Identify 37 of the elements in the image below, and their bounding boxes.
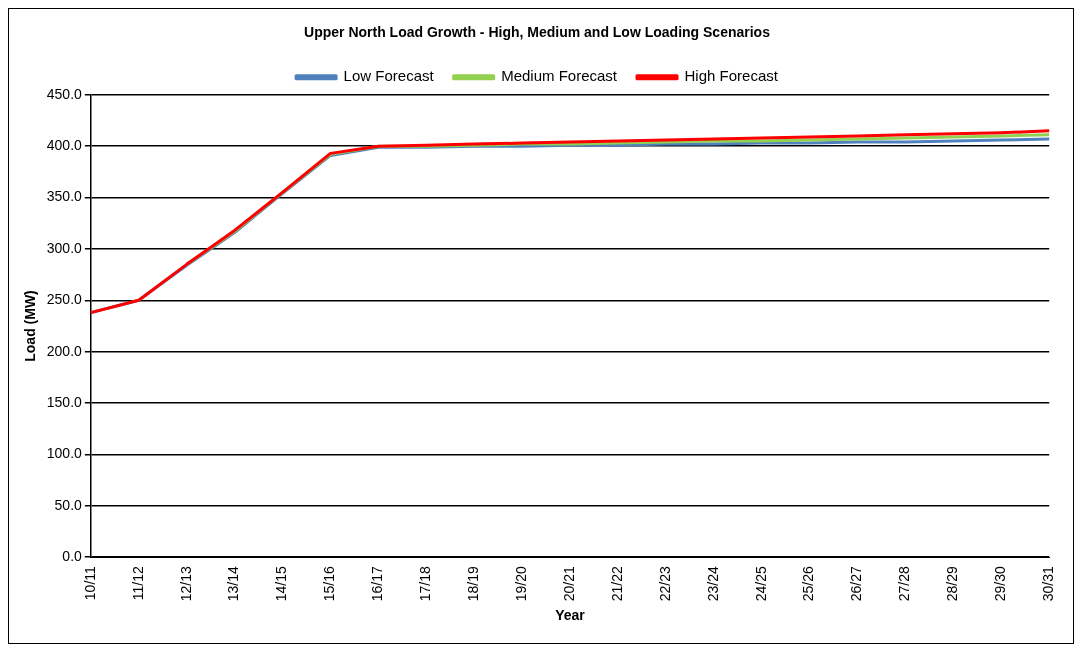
x-tick-label: 17/18 (417, 565, 434, 602)
y-tick-label: 150.0 (46, 393, 83, 410)
chart-title: Upper North Load Growth - High, Medium and Low Loading Scenarios (304, 24, 771, 41)
y-tick-label: 300.0 (46, 239, 83, 256)
x-tick-label: 19/20 (512, 565, 529, 602)
x-tick-label: 23/24 (704, 565, 721, 602)
x-tick-label: 21/22 (608, 565, 625, 602)
legend-label: Medium Forecast (501, 67, 618, 85)
y-tick-label: 400.0 (46, 137, 83, 154)
x-tick-label: 26/27 (848, 565, 865, 602)
y-axis-title: Load (MW) (22, 290, 39, 362)
y-tick-label: 350.0 (46, 188, 83, 205)
y-tick-label: 200.0 (46, 342, 83, 359)
y-tick-label: 250.0 (46, 291, 83, 308)
x-tick-label: 11/12 (129, 565, 146, 601)
x-tick-label: 22/23 (656, 565, 673, 602)
x-tick-label: 28/29 (944, 565, 961, 602)
x-tick-label: 18/19 (465, 565, 482, 602)
x-tick-label: 15/16 (321, 565, 338, 602)
x-tick-label: 20/21 (560, 565, 577, 602)
y-tick-label: 0.0 (62, 548, 83, 565)
x-tick-label: 12/13 (177, 565, 194, 602)
x-tick-label: 27/28 (896, 565, 913, 602)
x-tick-label: 30/31 (1040, 565, 1057, 602)
legend-label: Low Forecast (343, 67, 435, 85)
x-tick-label: 25/26 (800, 565, 817, 602)
x-tick-label: 13/14 (225, 565, 242, 602)
y-tick-label: 50.0 (54, 496, 83, 513)
x-tick-label: 14/15 (273, 565, 290, 602)
y-tick-label: 100.0 (46, 445, 83, 462)
legend-label: High Forecast (684, 67, 779, 85)
y-tick-label: 450.0 (46, 85, 83, 102)
x-tick-label: 29/30 (992, 565, 1009, 602)
x-tick-label: 10/11 (81, 565, 98, 601)
x-axis-title: Year (555, 607, 586, 624)
x-tick-label: 24/25 (752, 565, 769, 602)
x-tick-label: 16/17 (369, 565, 386, 602)
